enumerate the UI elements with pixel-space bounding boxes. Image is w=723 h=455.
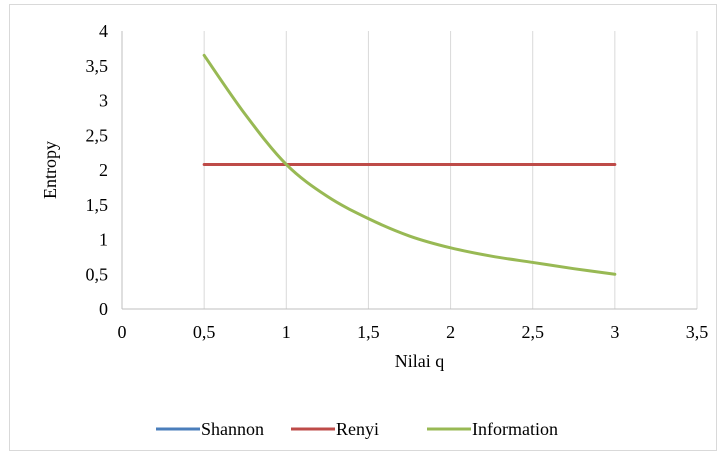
x-tick-label: 0 (118, 322, 127, 342)
y-tick-label: 0 (99, 299, 108, 319)
legend-label-shannon: Shannon (201, 419, 264, 439)
legend-label-information: Information (472, 419, 558, 439)
x-tick-label: 0,5 (193, 322, 216, 342)
x-axis-title: Nilai q (395, 351, 445, 371)
y-tick-label: 2,5 (86, 125, 109, 145)
y-tick-label: 0,5 (86, 264, 109, 284)
x-tick-label: 1,5 (357, 322, 380, 342)
y-tick-label: 3 (99, 91, 108, 111)
x-tick-label: 2,5 (521, 322, 544, 342)
y-axis-title: Entropy (40, 141, 60, 199)
x-tick-label: 2 (446, 322, 455, 342)
line-chart: 0 0,5 1 1,5 2 2,5 3 3,5 4 0 0,5 1 1,5 2 2,5 3 3,5 Nilai q… (40, 21, 709, 439)
y-tick-label: 2 (99, 160, 108, 180)
series-line-information (202, 53, 617, 276)
legend-label-renyi: Renyi (336, 419, 379, 439)
chart-frame: 0 0,5 1 1,5 2 2,5 3 3,5 4 0 0,5 1 1,5 2 2,5 3 3,5 Nilai q… (9, 4, 717, 451)
x-tick-label: 3,5 (686, 322, 709, 342)
x-tick-label: 3 (610, 322, 619, 342)
y-tick-label: 1,5 (86, 195, 109, 215)
y-tick-label: 1 (99, 230, 108, 250)
x-tick-label: 1 (282, 322, 291, 342)
y-tick-label: 3,5 (86, 56, 109, 76)
y-tick-label: 4 (99, 21, 108, 41)
